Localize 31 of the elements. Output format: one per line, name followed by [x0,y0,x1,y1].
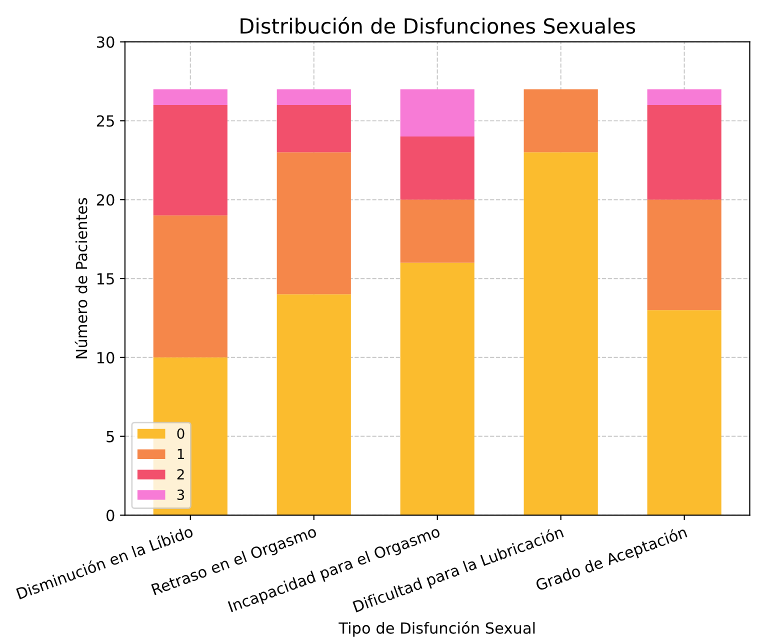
bar [276,104,351,152]
bar [647,200,722,310]
bar [400,200,474,263]
legend-label: 3 [177,490,184,500]
y-tick-label: 20 [96,194,114,206]
y-tick-label: 10 [97,352,114,364]
legend-label: 1 [178,448,184,460]
legend-label: 0 [177,428,184,439]
y-tick-label: 0 [106,510,114,522]
bar [276,89,351,105]
y-tick-label: 5 [106,430,114,442]
bar [276,152,351,294]
bar [647,104,722,200]
bar [400,262,474,516]
bar [524,89,598,152]
bar [153,215,228,358]
y-tick-label: 30 [96,36,114,48]
bar [400,89,474,137]
bar [400,136,474,200]
bar [276,294,351,516]
bar [647,310,722,516]
y-tick-label: 25 [96,115,114,127]
legend-label: 2 [177,469,184,480]
y-axis-title: Número de Pacientes [74,198,88,358]
x-axis-title: Tipo de Disfunción Sexual [338,621,535,637]
bar [153,89,228,105]
y-tick-label: 15 [97,273,114,285]
bar [524,152,598,516]
bar [647,89,722,105]
bar [153,104,228,216]
chart-title: Distribución de Disfunciones Sexuales [240,16,636,34]
